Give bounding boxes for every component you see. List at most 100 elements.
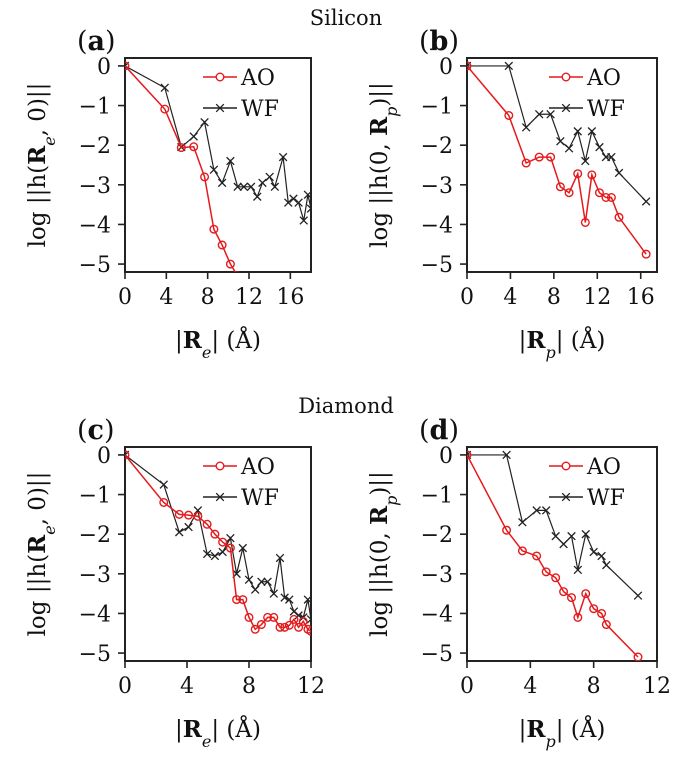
data-point-wf (209, 165, 219, 175)
y-tick-label: −5 (421, 642, 453, 667)
legend-marker-wf (561, 103, 571, 113)
data-point-ao (125, 61, 130, 71)
data-point-ao (641, 249, 651, 259)
data-point-ao (467, 61, 472, 71)
data-point-wf (581, 156, 590, 166)
y-tick-label: 0 (439, 55, 453, 80)
data-point-ao (232, 595, 242, 605)
data-point-wf (595, 142, 604, 152)
data-point-wf (210, 551, 220, 561)
data-point-ao (189, 142, 199, 152)
y-tick-label: 0 (439, 444, 453, 469)
plot-frame (124, 57, 312, 273)
data-point-ao (467, 450, 472, 460)
data-point-wf (521, 123, 531, 132)
y-axis-label: log ||h(Re, 0)|| (24, 83, 59, 248)
data-point-ao (614, 212, 624, 222)
series-ao (467, 450, 643, 661)
data-point-ao (294, 622, 304, 632)
data-point-ao (597, 608, 607, 618)
data-point-ao (564, 188, 574, 198)
data-point-ao (633, 652, 643, 661)
legend-label-ao: AO (240, 455, 275, 480)
data-point-wf (265, 172, 274, 182)
legend-label-wf: WF (241, 97, 279, 122)
y-tick-label: −3 (421, 563, 453, 588)
x-tick-label: 0 (118, 285, 132, 310)
data-point-wf (559, 539, 568, 549)
data-point-ao (580, 217, 590, 227)
panel-label: (b) (419, 26, 459, 57)
data-point-wf (280, 593, 289, 602)
legend-label-wf: WF (587, 97, 625, 122)
panel-d: 0 4 8 12 0 −1 −2 −3 −4 −5 |Rp| (Å) log ||h(0, Rp)||… (366, 415, 671, 751)
data-point-wf (244, 575, 254, 585)
series-wf (125, 61, 311, 225)
data-point-ao (551, 573, 561, 583)
x-tick-label: 12 (643, 674, 671, 699)
data-point-wf (564, 144, 574, 153)
data-point-ao (601, 192, 611, 202)
x-axis-label: |Re| (Å) (175, 326, 261, 362)
data-point-ao (589, 604, 599, 614)
x-tick-label: 4 (523, 674, 537, 699)
data-point-ao (244, 612, 254, 622)
y-tick-label: −4 (79, 602, 111, 627)
data-point-ao (573, 169, 583, 179)
y-axis-label: log ||h(0, Rp)|| (366, 471, 401, 637)
legend-marker-ao (561, 461, 571, 471)
legend: AO WF (203, 66, 279, 122)
x-tick-label: 4 (180, 674, 194, 699)
data-point-ao (225, 543, 235, 553)
y-axis-label: log ||h(0, Rp)|| (366, 82, 401, 248)
data-point-wf (556, 136, 565, 146)
data-point-ao (160, 104, 170, 114)
x-tick-label: 0 (460, 285, 474, 310)
series-ao (125, 450, 311, 636)
data-point-ao (280, 622, 290, 632)
data-point-ao (517, 546, 527, 556)
data-point-wf (597, 551, 606, 561)
data-point-ao (209, 224, 219, 234)
legend-label-wf: WF (587, 486, 625, 511)
data-point-wf (546, 110, 555, 119)
data-point-ao (289, 614, 299, 624)
data-point-wf (217, 178, 227, 188)
y-tick-label: −1 (421, 484, 453, 509)
x-axis-label: |Rp| (Å) (519, 715, 606, 751)
panel-label: (c) (77, 415, 115, 446)
legend: AO WF (549, 66, 625, 122)
panel-c: 0 4 8 12 0 −1 −2 −3 −4 −5 |Re| (Å) log ||h(Re, 0)||… (24, 415, 325, 751)
data-point-wf (226, 533, 235, 543)
data-point-ao (125, 450, 130, 460)
data-point-ao (534, 152, 544, 162)
group-title-silicon: Silicon (310, 6, 382, 30)
y-tick-label: −4 (421, 213, 453, 238)
y-tick-label: −3 (421, 174, 453, 199)
data-point-wf (278, 152, 288, 162)
legend-marker-ao (215, 461, 225, 471)
data-point-ao (218, 537, 228, 547)
data-point-wf (202, 549, 212, 559)
data-point-wf (253, 192, 262, 201)
data-point-ao (306, 626, 311, 636)
legend-label-ao: AO (586, 455, 621, 480)
x-tick-label: 12 (235, 285, 263, 310)
plot-frame (466, 446, 658, 662)
data-point-wf (541, 506, 551, 515)
series-line-ao (125, 454, 311, 632)
data-point-wf (299, 216, 309, 225)
y-tick-label: −1 (421, 95, 453, 120)
y-tick-label: −4 (79, 213, 111, 238)
data-point-wf (581, 529, 591, 539)
data-point-ao (298, 616, 308, 626)
data-point-wf (534, 110, 544, 119)
data-point-wf (159, 480, 169, 489)
data-point-ao (284, 620, 294, 630)
plot-frame (124, 446, 312, 662)
plot-frame (466, 57, 658, 273)
data-point-wf (573, 127, 583, 136)
data-point-wf (602, 560, 611, 570)
